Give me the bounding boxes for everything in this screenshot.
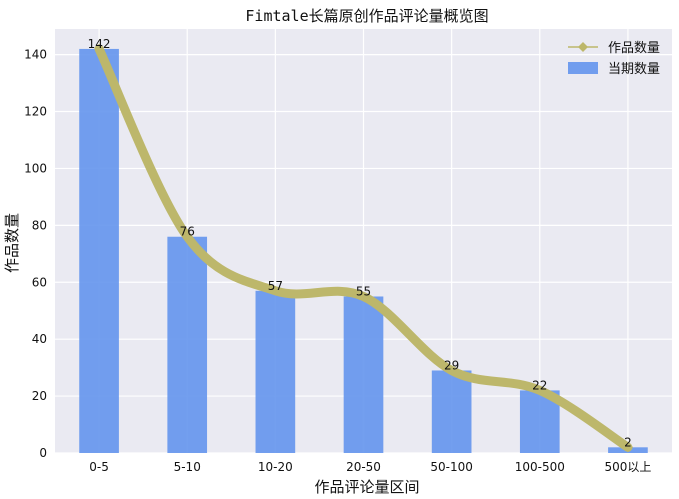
bar: [79, 48, 119, 453]
y-tick-label: 100: [24, 161, 47, 175]
line-series: [94, 43, 633, 453]
line-point: [446, 365, 457, 376]
legend-diamond-icon: [578, 42, 588, 52]
x-tick-label: 20-50: [346, 460, 381, 474]
data-label: 22: [532, 378, 547, 392]
data-label: 55: [356, 284, 371, 298]
grid-lines: [55, 29, 672, 454]
bar: [255, 290, 296, 453]
y-tick-labels: 0 20 40 60 80 100 120 140: [24, 48, 47, 460]
data-label: 29: [444, 358, 459, 372]
line-point: [534, 385, 545, 396]
x-tick-label: 5-10: [174, 460, 201, 474]
y-tick-label: 140: [24, 48, 47, 62]
x-tick-label: 10-20: [258, 460, 293, 474]
y-tick-label: 120: [24, 105, 47, 119]
y-tick-label: 60: [32, 275, 47, 289]
legend-label: 作品数量: [608, 41, 660, 56]
legend-bar-swatch: [568, 62, 598, 74]
line-point: [358, 291, 369, 302]
chart-title: Fimtale长篇原创作品评论量概览图: [245, 7, 488, 25]
data-label: 2: [624, 435, 632, 449]
line-point: [182, 231, 193, 242]
bar: [343, 296, 384, 453]
x-tick-label: 0-5: [89, 460, 109, 474]
bars: [79, 48, 648, 453]
data-label: 142: [88, 37, 111, 51]
x-tick-labels: 0-5 5-10 10-20 20-50 50-100 100-500 500以上: [89, 460, 651, 474]
data-label: 57: [268, 279, 283, 293]
bar: [431, 370, 472, 453]
y-axis-label: 作品数量: [3, 213, 21, 273]
line-point: [622, 442, 633, 453]
y-tick-label: 80: [32, 218, 47, 232]
y-tick-label: 40: [32, 332, 47, 346]
line-point: [94, 43, 105, 54]
line-point: [270, 285, 281, 296]
y-tick-label: 20: [32, 389, 47, 403]
bar: [167, 236, 208, 453]
legend-label: 当期数量: [608, 62, 660, 77]
x-axis-label: 作品评论量区间: [314, 478, 419, 496]
x-tick-label: 50-100: [430, 460, 473, 474]
data-label: 76: [180, 225, 195, 239]
x-tick-label: 100-500: [515, 460, 565, 474]
x-tick-label: 500以上: [604, 460, 651, 474]
y-tick-label: 0: [39, 446, 47, 460]
